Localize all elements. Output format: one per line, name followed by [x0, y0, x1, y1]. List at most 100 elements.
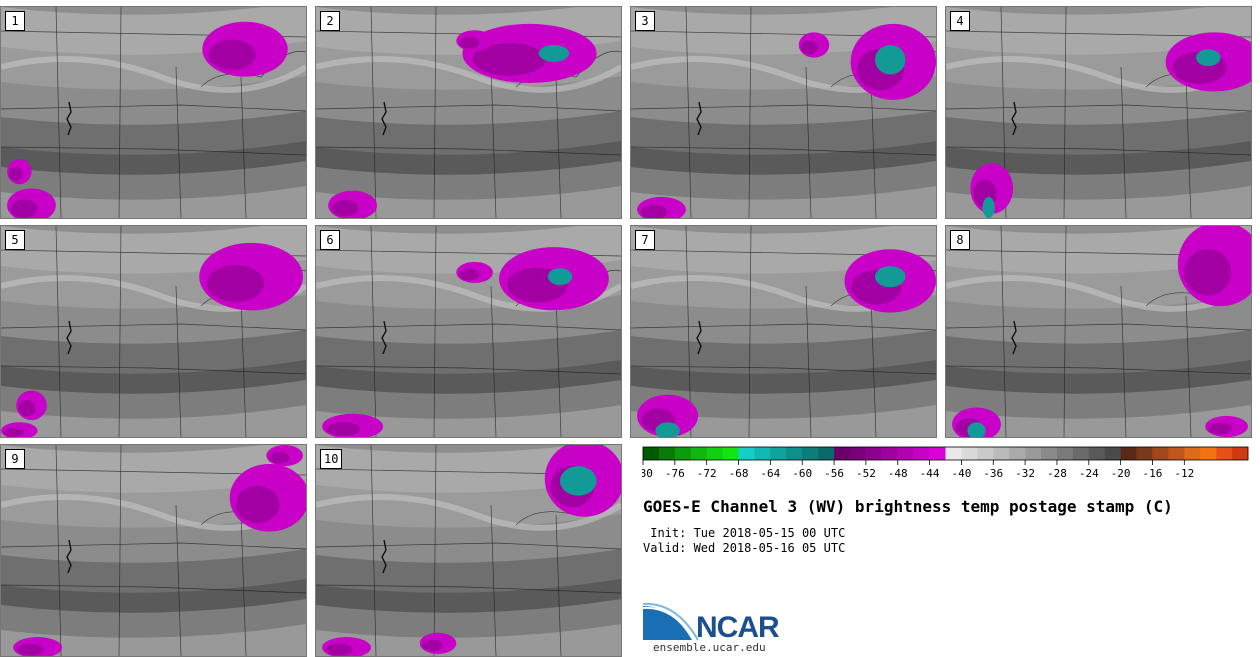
colorbar-swatch — [1041, 447, 1058, 460]
member-number: 4 — [950, 11, 970, 31]
colorbar-tick-label: -80 — [642, 467, 653, 480]
colorbar-swatch — [722, 447, 739, 460]
colorbar-swatch — [1056, 447, 1074, 460]
postage-stamp-panel: 3 — [630, 6, 937, 219]
colorbar-tick-label: -24 — [1079, 467, 1099, 480]
coldest-cloud-area — [982, 196, 995, 218]
water-vapor-map — [316, 7, 621, 218]
colorbar-tick-label: -44 — [920, 467, 940, 480]
postage-stamp-panel: 2 — [315, 6, 622, 219]
colorbar-tick-label: -48 — [888, 467, 908, 480]
colorbar-swatch — [1104, 447, 1121, 460]
colorbar-swatch — [929, 447, 946, 460]
colorbar-swatch — [897, 447, 914, 460]
colorbar-swatch — [674, 447, 692, 460]
colorbar-tick-label: -68 — [729, 467, 749, 480]
colorbar-swatch — [1200, 447, 1217, 460]
coldest-cloud-area — [560, 466, 597, 496]
water-vapor-map — [946, 226, 1251, 437]
colorbar-swatch — [658, 447, 676, 460]
coldest-cloud-area — [967, 422, 986, 437]
postage-stamp-panel: 9 — [0, 444, 307, 657]
member-number: 10 — [320, 449, 343, 469]
colorbar-swatch — [913, 447, 930, 460]
colorbar-tick-label: -76 — [665, 467, 685, 480]
site-url: ensemble.ucar.edu — [653, 641, 766, 654]
colorbar-swatch — [1152, 447, 1169, 460]
colorbar-swatch — [993, 447, 1010, 460]
colorbar-swatch — [961, 447, 978, 460]
colorbar-swatch — [802, 447, 819, 460]
coldest-cloud-area — [655, 422, 680, 437]
colorbar-swatch — [754, 447, 771, 460]
plot-title: GOES-E Channel 3 (WV) brightness temp po… — [643, 497, 1173, 516]
member-number: 2 — [320, 11, 340, 31]
member-number: 8 — [950, 230, 970, 250]
valid-time: Valid: Wed 2018-05-16 05 UTC — [643, 541, 846, 555]
postage-stamp-panel: 4 — [945, 6, 1252, 219]
init-time: Init: Tue 2018-05-15 00 UTC — [643, 526, 846, 540]
colorbar-swatch — [818, 447, 835, 460]
colorbar-swatch — [849, 447, 867, 460]
colorbar-swatch — [881, 447, 899, 460]
colorbar-swatch — [1120, 447, 1137, 460]
water-vapor-map — [1, 226, 306, 437]
water-vapor-map — [1, 445, 306, 656]
colorbar-swatch — [738, 447, 755, 460]
colorbar-tick-label: -72 — [697, 467, 717, 480]
colorbar-tick-label: -40 — [951, 467, 971, 480]
colorbar-tick-label: -28 — [1047, 467, 1067, 480]
water-vapor-map — [316, 445, 621, 656]
colorbar-swatch — [1072, 447, 1090, 460]
water-vapor-map — [1, 7, 306, 218]
colorbar-swatch — [1136, 447, 1153, 460]
colorbar: -80-76-72-68-64-60-56-52-48-44-40-36-32-… — [642, 446, 1249, 480]
colorbar-tick-label: -56 — [824, 467, 844, 480]
colorbar-tick-label: -52 — [856, 467, 876, 480]
colorbar-swatch — [1025, 447, 1042, 460]
water-vapor-map — [316, 226, 621, 437]
colorbar-swatch — [1168, 447, 1185, 460]
postage-stamp-panel: 5 — [0, 225, 307, 438]
colorbar-swatch — [1088, 447, 1106, 460]
colorbar-tick-label: -20 — [1111, 467, 1131, 480]
member-number: 7 — [635, 230, 655, 250]
colorbar-swatch — [1009, 447, 1026, 460]
ncar-logo-text: NCAR — [696, 611, 780, 644]
colorbar-swatch — [1184, 447, 1201, 460]
coldest-cloud-area — [547, 268, 573, 286]
postage-stamp-panel: 8 — [945, 225, 1252, 438]
member-number: 1 — [5, 11, 25, 31]
member-number: 6 — [320, 230, 340, 250]
ncar-logo-swoosh — [642, 602, 699, 641]
coldest-cloud-area — [875, 44, 906, 75]
coldest-cloud-area — [538, 44, 570, 62]
water-vapor-map — [946, 7, 1251, 218]
colorbar-tick-label: -36 — [983, 467, 1003, 480]
colorbar-tick-label: -64 — [760, 467, 780, 480]
colorbar-swatch — [865, 447, 883, 460]
colorbar-tick-label: -32 — [1015, 467, 1035, 480]
member-number: 9 — [5, 449, 25, 469]
postage-stamp-panel: 10 — [315, 444, 622, 657]
postage-stamp-panel: 7 — [630, 225, 937, 438]
colorbar-tick-label: -16 — [1143, 467, 1163, 480]
colorbar-swatch — [690, 447, 707, 460]
colorbar-swatch — [770, 447, 787, 460]
colorbar-swatch — [977, 447, 994, 460]
member-number: 5 — [5, 230, 25, 250]
member-number: 3 — [635, 11, 655, 31]
colorbar-swatch — [786, 447, 803, 460]
water-vapor-map — [631, 7, 936, 218]
colorbar-swatch — [643, 447, 660, 460]
coldest-cloud-area — [1196, 49, 1221, 67]
water-vapor-map — [631, 226, 936, 437]
postage-stamp-panel: 6 — [315, 225, 622, 438]
colorbar-swatch — [706, 447, 723, 460]
colorbar-swatch — [1232, 447, 1249, 460]
coldest-cloud-area — [875, 266, 906, 288]
postage-stamp-panel: 1 — [0, 6, 307, 219]
colorbar-tick-label: -12 — [1174, 467, 1194, 480]
colorbar-tick-label: -60 — [792, 467, 812, 480]
colorbar-swatch — [1216, 447, 1233, 460]
